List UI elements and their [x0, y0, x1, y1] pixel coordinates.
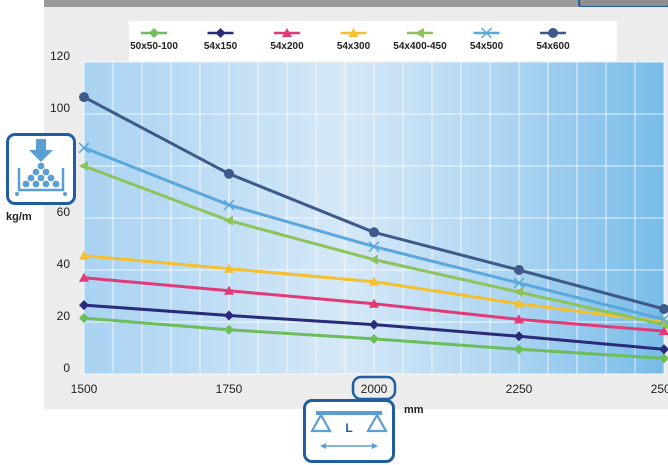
data-point: [514, 287, 523, 298]
data-point: [79, 313, 89, 324]
data-point: [369, 333, 379, 344]
x-tick-label: 2000: [361, 382, 388, 396]
data-point: [224, 324, 234, 335]
data-point: [224, 285, 234, 295]
y-tick-label: 0: [63, 361, 70, 375]
data-point: [223, 199, 235, 211]
y-axis-label: kg/m: [6, 211, 32, 223]
data-point: [369, 298, 379, 308]
data-point: [79, 250, 89, 260]
data-point: [79, 272, 89, 282]
data-point: [368, 241, 380, 253]
legend-label: 54x400-450: [393, 41, 447, 52]
legend-box: [129, 21, 617, 61]
y-tick-label: 40: [57, 257, 71, 271]
data-point: [514, 314, 524, 324]
top-bar: [44, 0, 668, 7]
data-point: [224, 215, 233, 226]
data-point: [514, 331, 524, 342]
legend-label: 54x600: [536, 41, 570, 52]
data-point: [513, 277, 525, 289]
legend-swatch-marker: [348, 28, 359, 37]
legend-swatch-marker: [282, 28, 292, 37]
legend-swatch-marker: [415, 28, 424, 38]
chart: 02040608010012015001750200022502500 50x5…: [50, 21, 668, 401]
data-point: [514, 265, 524, 275]
legend-swatch-marker: [149, 28, 159, 38]
y-tick-label: 120: [50, 49, 70, 63]
data-point: [659, 326, 668, 336]
legend-label: 54x200: [270, 41, 304, 52]
legend-label: 54x500: [470, 41, 504, 52]
legend-swatch-marker: [215, 28, 226, 38]
span-length-label: L: [345, 421, 352, 435]
data-point: [369, 227, 379, 238]
y-tick-label: 20: [57, 309, 71, 323]
distributed-load-icon: [6, 133, 76, 205]
legend-label: 54x150: [204, 41, 238, 52]
data-point: [79, 161, 88, 171]
data-point: [658, 313, 668, 325]
chart-panel: 02040608010012015001750200022502500 50x5…: [44, 7, 668, 409]
legend-swatch-marker: [480, 27, 493, 39]
data-point: [369, 276, 379, 286]
legend-swatch-marker: [548, 28, 558, 38]
data-point: [224, 310, 234, 321]
data-point: [369, 319, 379, 330]
data-point: [659, 304, 668, 314]
x-tick-label: 1750: [216, 382, 243, 396]
y-tick-label: 60: [57, 205, 71, 219]
x-axis-label: mm: [404, 404, 424, 416]
data-point: [369, 254, 378, 265]
data-point: [79, 300, 89, 311]
data-point: [659, 353, 668, 364]
beam-span-icon: L: [303, 399, 395, 463]
data-point: [224, 168, 234, 179]
data-point: [78, 142, 90, 154]
x-tick-label: 2250: [506, 382, 533, 396]
data-point: [514, 298, 524, 308]
series-lines: [78, 92, 668, 364]
legend-label: 54x300: [337, 41, 371, 52]
x-tick-label: 1500: [71, 382, 98, 396]
legend: 50x50-100 54x150 54x200 54x300 54x400-450 54x…: [130, 27, 570, 52]
legend-label: 50x50-100: [130, 41, 178, 52]
data-point: [514, 344, 524, 355]
y-tick-label: 100: [50, 101, 70, 115]
data-point: [79, 92, 89, 103]
data-point: [224, 263, 234, 273]
x-tick-label: 2500: [651, 382, 668, 396]
data-point: [659, 344, 668, 355]
